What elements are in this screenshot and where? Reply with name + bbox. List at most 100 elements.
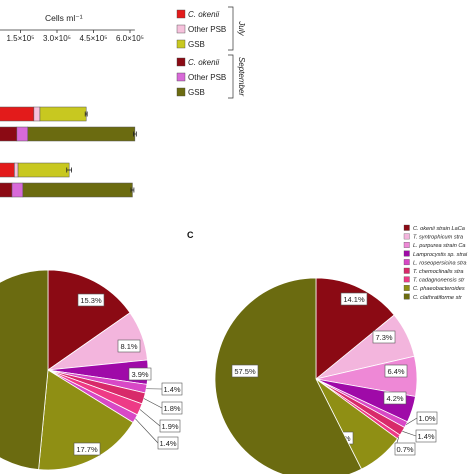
pie-label: 1.0% xyxy=(418,414,435,423)
bar-segment xyxy=(0,106,35,122)
pie-label: 0.7% xyxy=(396,445,413,454)
pie-label: 1.4% xyxy=(163,385,180,394)
bar-segment xyxy=(16,126,29,142)
pie-label-box xyxy=(77,293,105,307)
legend-bracket xyxy=(228,6,234,51)
legend-group-label: July xyxy=(237,20,246,36)
bar-row xyxy=(0,162,72,178)
bars xyxy=(0,106,137,198)
pie-label: 8.1% xyxy=(120,342,137,351)
pie-leader xyxy=(139,409,161,427)
legend-bracket xyxy=(228,54,234,99)
legend-label: C. okenii xyxy=(188,58,219,67)
pie-label-box xyxy=(415,429,437,443)
pie-chart-b: 15.3% 8.1% 3.9% 1.4% 1.8% 1.9% 1.4% 17.7% xyxy=(0,269,183,471)
pie-label-box xyxy=(161,401,183,415)
pie-label: 4.2% xyxy=(386,394,403,403)
pie-label-box xyxy=(231,364,259,378)
pie-label: 1.9% xyxy=(161,422,178,431)
bar-segment xyxy=(11,182,24,198)
legend-swatch xyxy=(176,9,186,19)
pie-label-box xyxy=(394,442,416,456)
pie-label: 6.4% xyxy=(387,367,404,376)
pie-label: 17.7% xyxy=(76,445,98,454)
bar-segment xyxy=(33,106,41,122)
pie-slice xyxy=(47,269,131,371)
pie-label-box xyxy=(384,364,408,378)
legend-label: L. purpurea strain Ca xyxy=(413,243,466,249)
panel-label-c: C xyxy=(187,230,194,240)
x-tick-label: 1.5×10⁵ xyxy=(6,34,34,43)
x-axis-label: Cells ml⁻¹ xyxy=(45,13,83,23)
legend-label: L. roseopersicina stra xyxy=(413,260,466,266)
pie-label: 57.5% xyxy=(234,367,256,376)
pie-c-legend: C. okenii strain LaCa T. syntrophicum str… xyxy=(403,224,468,301)
bar-legend: C. okenii Other PSB GSB July C. okenii Other … xyxy=(176,6,246,99)
pie-slice xyxy=(38,369,134,471)
bar-segment xyxy=(0,182,13,198)
legend-label: T. syntrophicum stra xyxy=(413,235,463,241)
legend-swatch xyxy=(176,57,186,67)
pie-label-box xyxy=(73,442,101,456)
legend-swatch xyxy=(403,233,410,240)
x-tick-label: 4.5×10⁵ xyxy=(79,34,107,43)
pie-label-box xyxy=(416,411,438,425)
pie-leader xyxy=(135,418,159,444)
pie-label: 14.1% xyxy=(343,295,365,304)
pie-label-box xyxy=(383,391,407,405)
bar-row xyxy=(0,106,88,122)
legend-swatch xyxy=(403,250,410,257)
legend-swatch xyxy=(403,267,410,274)
legend-label: T. cadagnonensis str xyxy=(413,278,466,284)
pie-leader xyxy=(405,417,418,425)
pie-label-box xyxy=(159,419,181,433)
legend-label: Other PSB xyxy=(188,25,226,34)
legend-swatch xyxy=(403,224,410,231)
bar-row xyxy=(0,126,137,142)
pie-label: 15.3% xyxy=(80,296,102,305)
legend-swatch xyxy=(176,24,186,34)
pie-label-box xyxy=(372,330,396,344)
pie-label-box xyxy=(128,367,152,381)
bar-segment xyxy=(17,162,70,178)
bar-segment xyxy=(22,182,133,198)
legend-swatch xyxy=(403,276,410,283)
legend-swatch xyxy=(403,259,410,266)
legend-swatch xyxy=(403,285,410,291)
bar-chart-panel: Cells ml⁻¹ 1.5×10⁵ 3.0×10⁵ 4.5×10⁵ 6.0×10⁵ … xyxy=(0,6,246,198)
pie-label: 1.4% xyxy=(159,439,176,448)
legend-swatch xyxy=(176,72,186,82)
legend-label: Lamprocystis sp. strai xyxy=(413,252,468,258)
pie-label-box xyxy=(340,292,368,306)
legend-label: GSB xyxy=(188,40,205,49)
legend-label: C. clathratiforme str xyxy=(413,295,463,301)
pie-slice xyxy=(0,269,49,470)
pie-label-box xyxy=(117,339,141,353)
bar-segment xyxy=(27,126,136,142)
pie-label: 7.3% xyxy=(375,333,392,342)
x-axis-ticks: 1.5×10⁵ 3.0×10⁵ 4.5×10⁵ 6.0×10⁵ xyxy=(6,30,144,43)
pie-label: 3.9% xyxy=(131,370,148,379)
pie-slice xyxy=(315,277,395,380)
bar-row xyxy=(0,182,135,198)
pie-label: 1.4% xyxy=(417,432,434,441)
pie-label: 1.8% xyxy=(163,404,180,413)
legend-label: GSB xyxy=(188,88,205,97)
legend-group-label: September xyxy=(237,57,246,96)
pie-slice xyxy=(214,277,363,474)
pie-leader xyxy=(143,398,163,409)
legend-label: C. okenii strain LaCa xyxy=(413,226,465,232)
legend-swatch xyxy=(403,293,410,300)
pie-chart-c: 14.1%7.3%6.4%4.2%1.0%1.4%0.7%7.5%57.5% xyxy=(214,277,438,474)
legend-label: C. okenii xyxy=(188,10,219,19)
legend-swatch xyxy=(403,242,410,248)
bar-segment xyxy=(0,162,15,178)
legend-label: T. chemoclinalis stra xyxy=(413,269,463,275)
legend-label: Other PSB xyxy=(188,73,226,82)
bar-segment xyxy=(39,106,87,122)
pie-label-box xyxy=(157,436,179,450)
pie-leader xyxy=(402,431,417,437)
x-tick-label: 3.0×10⁵ xyxy=(43,34,71,43)
bar-segment xyxy=(0,126,18,142)
